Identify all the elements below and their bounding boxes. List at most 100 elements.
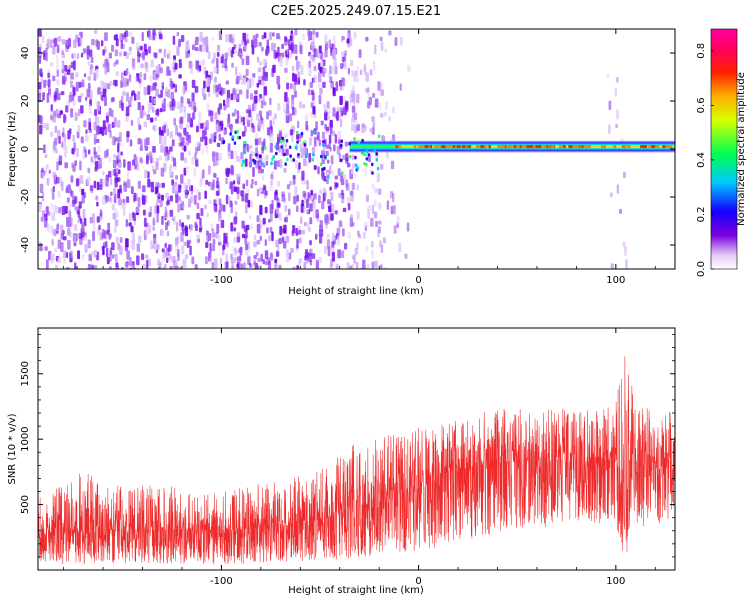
spectrogram-cell bbox=[297, 61, 301, 68]
spectrogram-cell bbox=[286, 82, 290, 90]
spectrogram-cell bbox=[61, 38, 66, 45]
spectrogram-cell bbox=[230, 93, 234, 101]
spectrogram-cell bbox=[184, 189, 189, 199]
spectrogram-cell bbox=[172, 99, 176, 106]
spectrogram-cell bbox=[302, 229, 305, 235]
spectrogram-cell bbox=[191, 92, 195, 103]
spectrogram-cell bbox=[60, 233, 65, 240]
spectrogram-cell bbox=[69, 80, 73, 88]
spectrogram-cell bbox=[57, 113, 61, 119]
spectrogram-y-tick-label: 0 bbox=[20, 146, 31, 152]
spectrogram-cell bbox=[198, 112, 202, 122]
spectrogram-cell bbox=[218, 198, 222, 206]
spectrogram-cell bbox=[345, 179, 348, 188]
spectrogram-cell bbox=[250, 126, 253, 132]
spectrogram-cell bbox=[269, 253, 274, 261]
spectrogram-cell bbox=[74, 160, 78, 166]
transient-blob bbox=[258, 154, 262, 158]
spectrogram-cell bbox=[187, 178, 191, 187]
spectrogram-cell bbox=[256, 265, 260, 269]
spectrogram-cell bbox=[335, 81, 339, 92]
spectrogram-cell bbox=[39, 71, 43, 77]
spectrogram-cell bbox=[52, 39, 56, 44]
spectrogram-cell bbox=[146, 114, 151, 121]
spectrogram-cell bbox=[183, 145, 187, 152]
spectrogram-cell bbox=[113, 193, 117, 204]
spectrogram-cell bbox=[113, 154, 117, 159]
spectrogram-cell bbox=[79, 36, 83, 45]
spectrogram-cell bbox=[219, 257, 223, 265]
spectrogram-cell bbox=[263, 32, 267, 39]
signal-band-peak bbox=[613, 145, 617, 149]
spectrogram-cell bbox=[199, 217, 202, 226]
spectrogram-cell bbox=[170, 195, 173, 202]
spectrogram-cell bbox=[310, 189, 314, 196]
spectrogram-cell bbox=[245, 33, 249, 43]
spectrogram-cell bbox=[367, 87, 370, 93]
spectrogram-cell bbox=[191, 256, 195, 265]
spectrogram-cell bbox=[166, 268, 170, 269]
spectrogram-cell bbox=[311, 253, 316, 259]
spectrogram-cell bbox=[70, 250, 73, 259]
spectrogram-cell bbox=[308, 193, 311, 199]
spectrogram-cell bbox=[309, 81, 313, 89]
spectrogram-cell bbox=[257, 257, 261, 263]
spectrogram-cell bbox=[86, 54, 90, 60]
spectrogram-cell bbox=[201, 43, 205, 53]
spectrogram-cell bbox=[256, 239, 261, 245]
spectrogram-cell bbox=[289, 35, 293, 42]
spectrogram-cell bbox=[190, 191, 194, 196]
spectrogram-cell bbox=[123, 51, 127, 57]
spectrogram-cell bbox=[148, 151, 153, 157]
spectrogram-cell bbox=[380, 89, 384, 96]
spectrogram-cell bbox=[118, 136, 121, 147]
spectrogram-cell bbox=[144, 169, 148, 179]
transient-blob bbox=[238, 135, 242, 140]
snr-panel: -100 0 100 500 1000 1500 Height of straight … bbox=[7, 327, 676, 596]
spectrogram-cell bbox=[239, 246, 243, 256]
spectrogram-cell bbox=[307, 227, 312, 232]
spectrogram-cell bbox=[356, 184, 359, 191]
spectrogram-cell bbox=[108, 156, 112, 163]
spectrogram-cell bbox=[281, 194, 286, 202]
spectrogram-cell bbox=[60, 91, 65, 96]
spectrogram-cell bbox=[268, 110, 272, 117]
spectrogram-cell bbox=[174, 185, 178, 195]
snr-x-axis-label: Height of straight line (km) bbox=[288, 585, 424, 596]
spectrogram-cell bbox=[279, 226, 283, 236]
spectrogram-cell bbox=[399, 83, 402, 91]
spectrogram-cell bbox=[128, 72, 131, 81]
spectrogram-cell bbox=[180, 152, 184, 161]
spectrogram-cell bbox=[208, 199, 212, 204]
spectrogram-cell bbox=[358, 234, 362, 239]
spectrogram-cell bbox=[222, 244, 225, 251]
spectrogram-cell bbox=[95, 69, 99, 79]
spectrogram-cell bbox=[615, 76, 619, 83]
spectrogram-cell bbox=[106, 256, 110, 265]
spectrogram-cell bbox=[169, 146, 173, 152]
spectrogram-cell bbox=[66, 69, 71, 75]
spectrogram-cell bbox=[99, 184, 103, 190]
spectrogram-cell bbox=[345, 157, 349, 164]
spectrogram-cell bbox=[273, 160, 277, 170]
spectrogram-cell bbox=[214, 76, 217, 83]
spectrogram-cell bbox=[370, 218, 374, 227]
spectrogram-cell bbox=[120, 151, 123, 156]
spectrogram-cell bbox=[312, 105, 316, 115]
spectrogram-cell bbox=[220, 87, 225, 95]
spectrogram-cell bbox=[61, 60, 65, 69]
spectrogram-cell bbox=[399, 37, 403, 46]
transient-blob bbox=[300, 131, 304, 136]
spectrogram-cell bbox=[331, 251, 335, 262]
spectrogram-cell bbox=[61, 206, 66, 216]
spectrogram-cell bbox=[385, 101, 389, 111]
signal-band-peak bbox=[650, 145, 656, 149]
spectrogram-cell bbox=[157, 193, 161, 199]
spectrogram-cell bbox=[168, 253, 172, 260]
spectrogram-cell bbox=[197, 238, 200, 243]
spectrogram-cell bbox=[88, 118, 91, 124]
spectrogram-cell bbox=[178, 74, 182, 79]
spectrogram-cell bbox=[173, 117, 177, 126]
spectrogram-cell bbox=[274, 262, 278, 269]
spectrogram-cell bbox=[63, 114, 66, 124]
